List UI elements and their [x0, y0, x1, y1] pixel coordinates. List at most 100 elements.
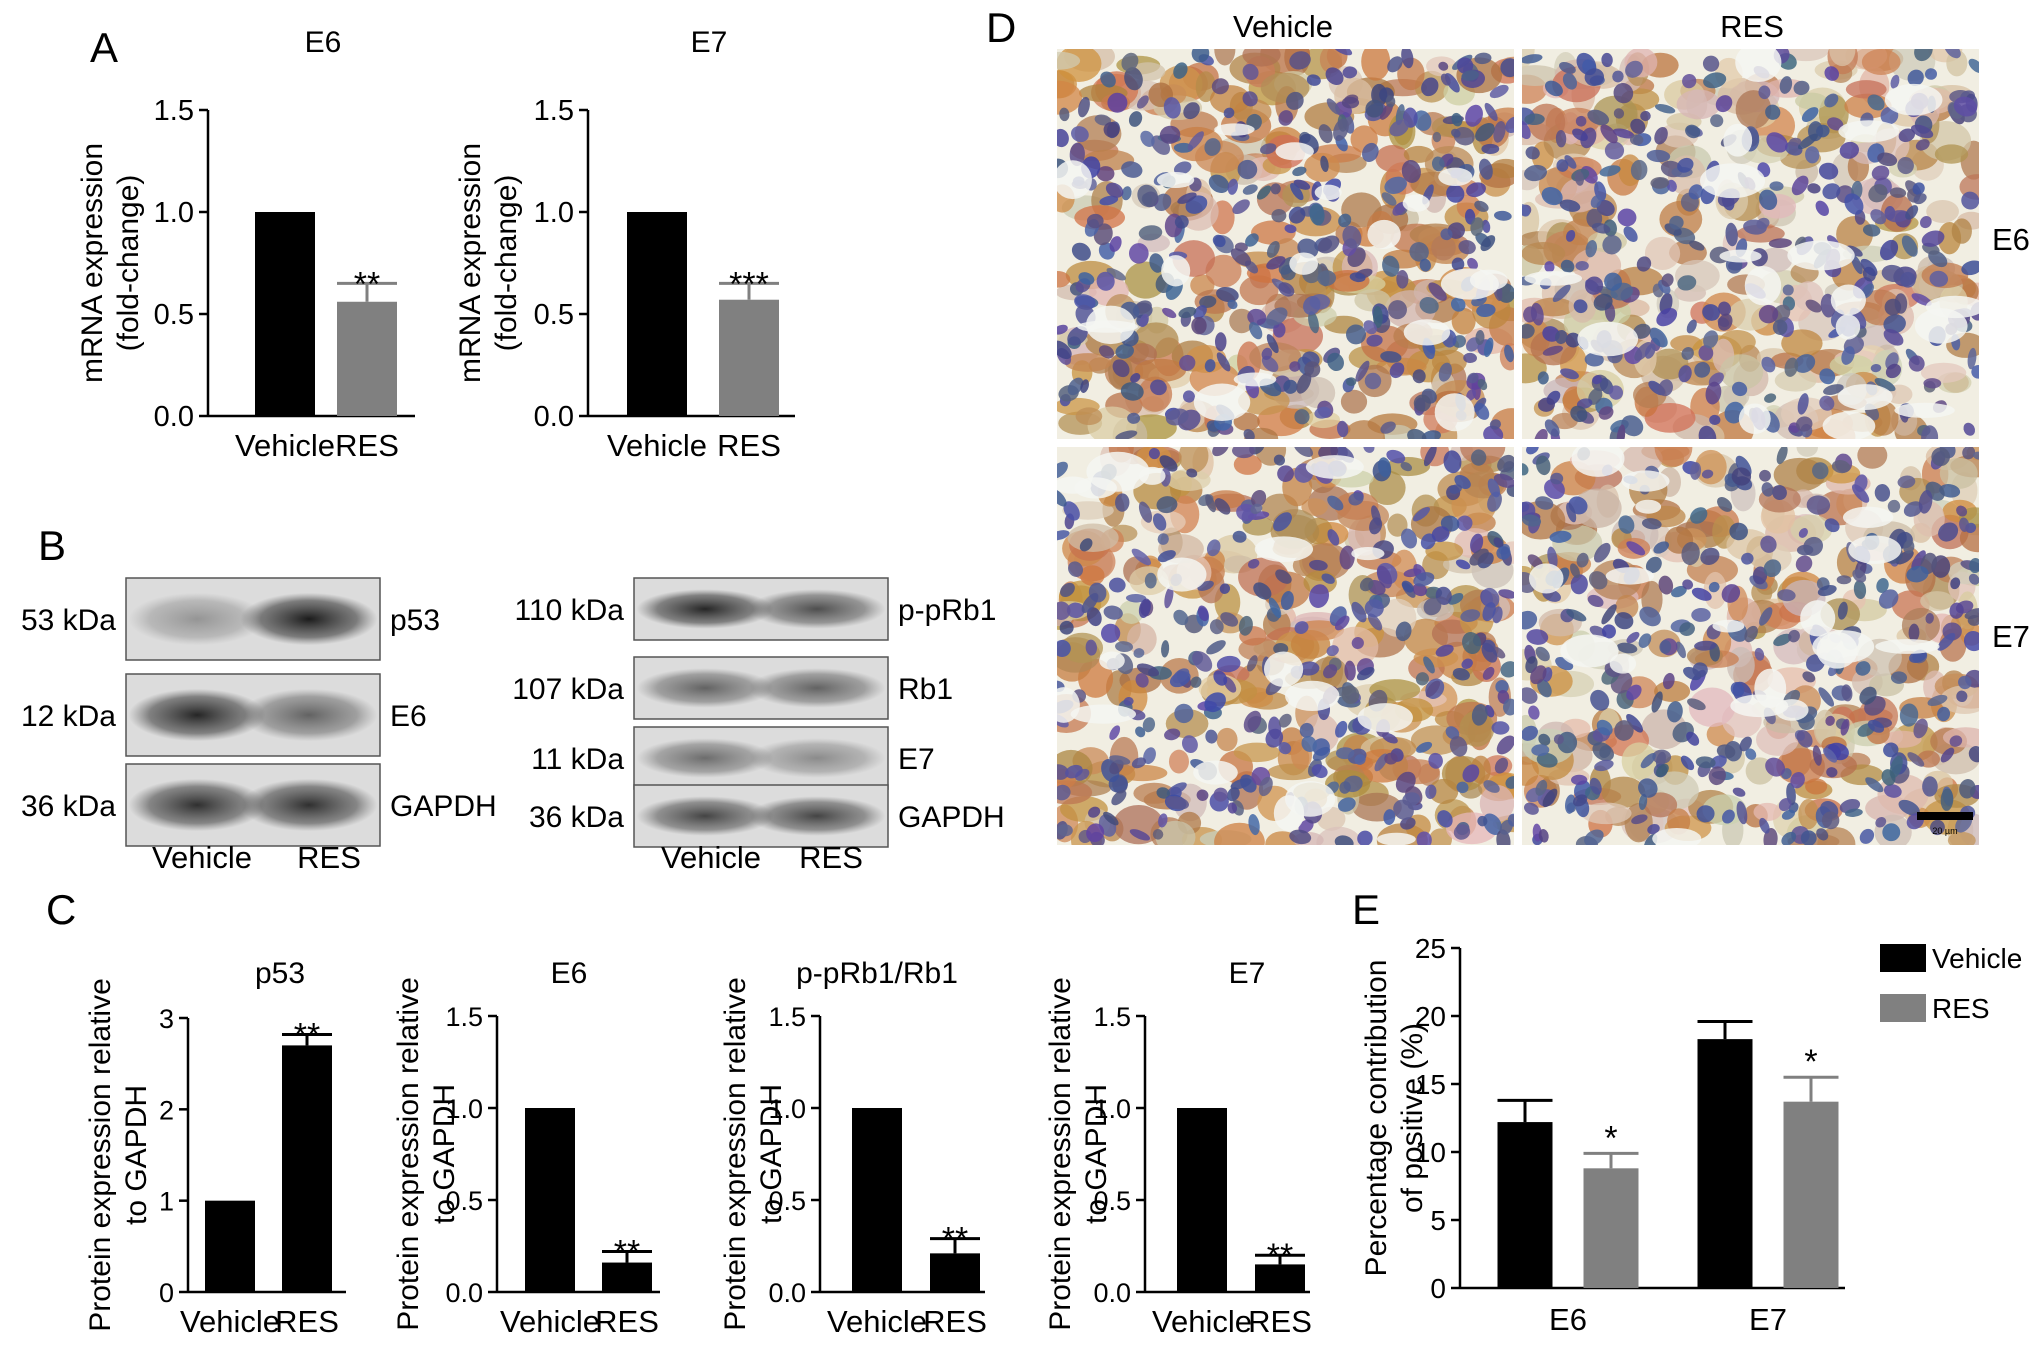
- ihc-nucleus: [1690, 462, 1702, 480]
- ihc-nucleus: [1299, 722, 1314, 738]
- ihc-nucleus: [1323, 664, 1338, 679]
- bar-vehicle: [852, 1108, 902, 1292]
- ihc-nucleus: [1881, 264, 1905, 283]
- ihc-nucleus: [1903, 501, 1923, 517]
- ihc-nucleus: [1602, 235, 1622, 255]
- ihc-nucleus: [1338, 213, 1352, 228]
- ihc-nucleus: [1103, 122, 1120, 138]
- ihc-nucleus: [1552, 284, 1571, 303]
- ihc-nucleus: [1638, 633, 1652, 648]
- ihc-nucleus: [1940, 747, 1955, 763]
- ihc-nucleus: [1165, 796, 1189, 810]
- ihc-nucleus: [1875, 816, 1887, 828]
- ihc-nucleus: [1732, 381, 1748, 397]
- legend-label-vehicle: Vehicle: [1932, 943, 2022, 974]
- band-name-label: Rb1: [898, 673, 953, 706]
- ihc-nucleus: [1642, 518, 1662, 530]
- ihc-gap: [1376, 832, 1416, 845]
- band-name-label: p53: [390, 604, 440, 637]
- ihc-nucleus: [1458, 239, 1476, 255]
- ihc-nucleus: [1602, 624, 1616, 639]
- ihc-nucleus: [1963, 630, 1979, 652]
- y-tick-label: 1.5: [445, 1002, 483, 1032]
- ihc-gap: [1070, 704, 1137, 724]
- ihc-nucleus: [1273, 454, 1286, 466]
- ihc-nucleus: [1824, 93, 1839, 108]
- ihc-nucleus: [1967, 615, 1979, 626]
- ihc-gap: [1835, 314, 1861, 340]
- ihc-nucleus: [1574, 171, 1585, 186]
- ihc-nucleus: [1232, 530, 1247, 543]
- ihc-nucleus: [1522, 725, 1538, 741]
- ihc-nucleus: [1760, 535, 1777, 553]
- category-label: RES: [1248, 1304, 1312, 1339]
- ihc-nucleus: [1883, 742, 1899, 758]
- ihc-nucleus: [1335, 747, 1355, 760]
- bar-res: [930, 1253, 980, 1292]
- ihc-nucleus: [1187, 131, 1204, 151]
- ihc-cytoplasm: [1794, 92, 1828, 110]
- ihc-nucleus: [1914, 49, 1933, 62]
- ihc-gap: [1848, 535, 1902, 564]
- y-tick-label: 3: [159, 1004, 174, 1034]
- lane-label-vehicle: Vehicle: [661, 840, 761, 875]
- ihc-nucleus: [1559, 199, 1581, 212]
- ihc-nucleus: [1616, 642, 1638, 654]
- ihc-nucleus: [1069, 142, 1085, 167]
- chart-title: p53: [255, 957, 305, 990]
- western-blot-right: 110 kDa p-pRb1 107 kDa Rb1 11 kDa E7 36 kDa GAP…: [512, 577, 1005, 875]
- ihc-nucleus: [1600, 124, 1618, 144]
- ihc-nucleus: [1078, 272, 1095, 285]
- ihc-nucleus: [1745, 748, 1757, 760]
- ihc-nucleus: [1243, 429, 1255, 439]
- ihc-nucleus: [1237, 159, 1258, 180]
- ihc-nucleus: [1599, 165, 1621, 177]
- ihc-nucleus: [1931, 447, 1950, 467]
- ihc-nucleus: [1280, 591, 1294, 611]
- ihc-nucleus: [1326, 645, 1339, 657]
- ihc-nucleus: [1140, 130, 1155, 147]
- ihc-gap: [1884, 83, 1943, 116]
- ihc-gap: [1161, 255, 1191, 287]
- ihc-nucleus: [1612, 128, 1635, 139]
- y-tick-label: 0.0: [1093, 1278, 1131, 1308]
- ihc-nucleus: [1314, 406, 1331, 419]
- bar-res: [337, 301, 397, 416]
- ihc-cytoplasm: [1302, 543, 1351, 581]
- ihc-nucleus: [1242, 63, 1259, 80]
- ihc-nucleus: [1652, 749, 1672, 764]
- ihc-nucleus: [1380, 351, 1402, 363]
- ihc-nucleus: [1758, 85, 1771, 100]
- ihc-nucleus: [1476, 303, 1496, 318]
- y-axis-label: mRNA expression (fold-change): [454, 143, 523, 383]
- ihc-gap: [1357, 703, 1413, 733]
- ihc-nucleus: [1758, 304, 1779, 324]
- ihc-nucleus: [1265, 728, 1284, 748]
- ihc-nucleus: [1550, 472, 1564, 485]
- ihc-nucleus: [1859, 686, 1877, 705]
- ihc-nucleus: [1535, 779, 1548, 796]
- ihc-nucleus: [1400, 461, 1412, 472]
- y-axis-label-line: Protein expression relative: [719, 977, 752, 1331]
- ihc-nucleus: [1121, 161, 1143, 178]
- ihc-nucleus: [1766, 132, 1788, 153]
- ihc-nucleus: [1384, 176, 1407, 194]
- category-label: E7: [1749, 1302, 1787, 1337]
- ihc-nucleus: [1589, 777, 1602, 795]
- ihc-nucleus: [1910, 124, 1934, 139]
- ihc-nucleus: [1831, 460, 1851, 474]
- ihc-nucleus: [1482, 666, 1495, 680]
- bar-res-e7: [1783, 1101, 1839, 1288]
- ihc-gap: [1157, 557, 1207, 592]
- ihc-nucleus: [1913, 193, 1927, 205]
- ihc-gap: [1875, 639, 1940, 654]
- legend-label-res: RES: [1932, 993, 1990, 1024]
- ihc-nucleus: [1278, 713, 1292, 728]
- ihc-gap: [1214, 123, 1255, 136]
- ihc-nucleus: [1435, 586, 1452, 605]
- ihc-nucleus: [1496, 829, 1511, 845]
- y-tick-label: 0.5: [1093, 1186, 1131, 1216]
- ihc-cytoplasm: [1934, 144, 1969, 164]
- ihc-nucleus: [1186, 468, 1198, 478]
- ihc-nucleus: [1483, 425, 1504, 439]
